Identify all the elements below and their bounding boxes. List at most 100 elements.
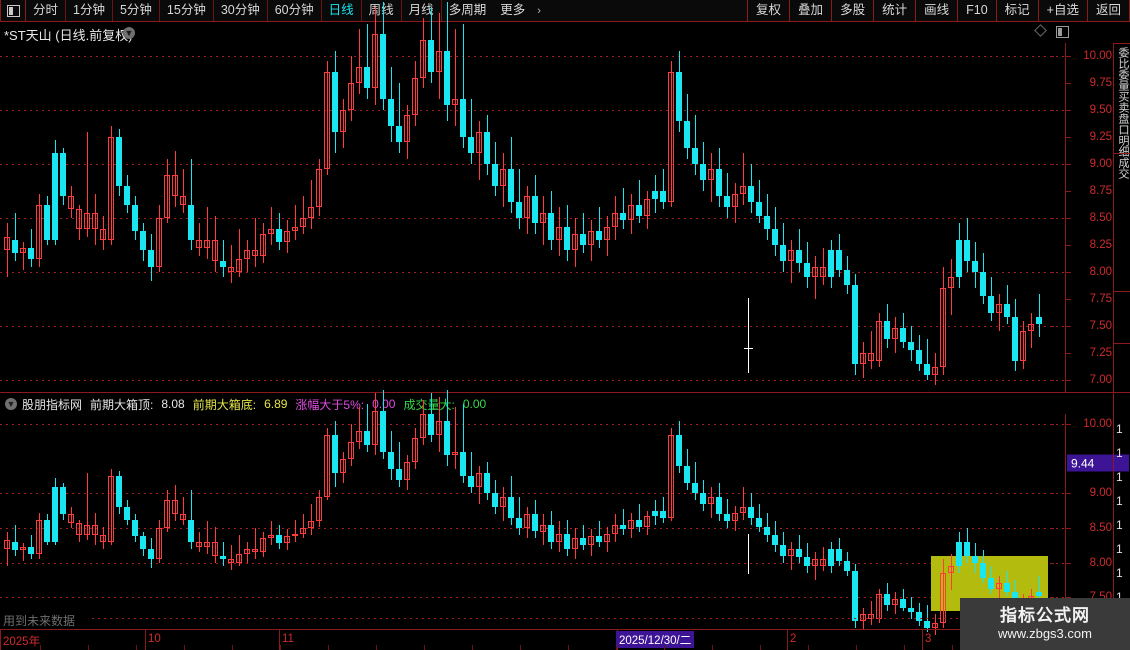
candle-wick (407, 455, 408, 491)
candle-body (348, 82, 354, 110)
candle-body (924, 621, 930, 629)
candle-body (580, 538, 586, 546)
candle-wick (311, 180, 312, 229)
candle-wick (175, 151, 176, 208)
candle-body (780, 245, 786, 262)
candle-body (516, 517, 522, 529)
candle-wick (199, 531, 200, 553)
candle-wick (623, 508, 624, 535)
date-minor-tick (520, 645, 521, 650)
candle-body (908, 342, 914, 350)
price-tick-label: 7.00 (1089, 374, 1112, 387)
indicator-header: ▼ 股朋指标网 前期大箱顶: 8.08 前期大箱底: 6.89 涨幅大于5%: … (0, 394, 1065, 414)
chevron-right-icon[interactable]: › (537, 4, 541, 17)
right-side-panel-strip[interactable]: 委比委量买卖盘口明细成交 1 1 1 1 1 1 1 1 (1113, 43, 1130, 611)
period-monthly[interactable]: 月线 (402, 0, 442, 21)
candle-body (876, 593, 882, 620)
candle-body (644, 515, 650, 527)
btn-add-watchlist[interactable]: +自选 (1037, 0, 1087, 21)
price-tick (1066, 272, 1071, 273)
candle-wick (727, 499, 728, 529)
btn-return[interactable]: 返回 (1086, 0, 1130, 21)
candle-wick (359, 407, 360, 449)
candle-body (68, 196, 74, 210)
btn-fuquan[interactable]: 复权 (747, 0, 789, 21)
candle-wick (287, 220, 288, 253)
period-weekly[interactable]: 周线 (362, 0, 402, 21)
period-fenshi[interactable]: 分时 (26, 0, 67, 21)
candle-body (588, 230, 594, 245)
candle-body (732, 512, 738, 522)
split-panel-icon (6, 4, 20, 17)
period-15min[interactable]: 15分钟 (160, 0, 214, 21)
sub-indicator-chart[interactable] (0, 389, 1065, 636)
price-tick-label: 10.00 (1083, 49, 1112, 62)
candle-body (492, 163, 498, 186)
candle-wick (727, 172, 728, 218)
candle-body (404, 462, 410, 480)
candle-wick (327, 427, 328, 501)
period-30min[interactable]: 30分钟 (214, 0, 268, 21)
btn-duogu[interactable]: 多股 (831, 0, 873, 21)
candle-body (780, 545, 786, 556)
candle-body (412, 438, 418, 463)
candle-body (356, 66, 362, 83)
candle-body (548, 212, 554, 240)
candle-body (844, 561, 850, 571)
period-5min[interactable]: 5分钟 (113, 0, 160, 21)
date-axis[interactable]: 2025年101112232025/12/30/二 (0, 629, 1130, 650)
candle-body (28, 248, 34, 260)
candle-wick (23, 241, 24, 270)
date-minor-tick (904, 645, 905, 650)
candle-body (788, 548, 794, 556)
price-tick (1066, 245, 1071, 246)
btn-tongji[interactable]: 统计 (873, 0, 915, 21)
sub-gridline (0, 493, 1065, 494)
indicator-toggle-icon[interactable]: ▼ (5, 398, 17, 410)
btn-f10[interactable]: F10 (957, 0, 996, 21)
candle-wick (175, 485, 176, 522)
period-label: 月线 (408, 3, 434, 18)
period-multi[interactable]: 多周期 (442, 0, 494, 21)
toolbar-spacer (546, 0, 747, 21)
split-panel-icon[interactable] (1056, 26, 1069, 38)
sub-price-tick (1066, 493, 1071, 495)
gridline (0, 380, 1065, 381)
btn-label: 画线 (924, 3, 950, 18)
candle-body (796, 548, 802, 558)
indicator-label-gain5: 涨幅大于5%: (295, 397, 365, 412)
candle-wick (895, 591, 896, 615)
layout-split-button[interactable] (0, 0, 26, 21)
candle-body (12, 541, 18, 551)
btn-biaoji[interactable]: 标记 (995, 0, 1038, 21)
candle-body (972, 555, 978, 563)
chevron-down-icon[interactable]: ▼ (123, 27, 135, 39)
candle-body (948, 566, 954, 573)
candle-wick (799, 228, 800, 272)
candle-wick (167, 490, 168, 532)
btn-huaxian[interactable]: 画线 (915, 0, 957, 21)
btn-diejia[interactable]: 叠加 (789, 0, 831, 21)
candle-body (116, 476, 122, 508)
candle-body (4, 540, 10, 549)
vertical-strip-divider (1114, 343, 1130, 344)
candle-body (516, 201, 522, 218)
main-candlestick-chart[interactable] (0, 1, 1065, 393)
candle-body (852, 570, 858, 622)
period-daily[interactable]: 日线 (322, 0, 362, 21)
gridline (0, 110, 1065, 111)
period-1min[interactable]: 1分钟 (66, 0, 113, 21)
vertical-panel-label: 委比委量买卖盘口明细成交 (1117, 47, 1129, 179)
period-60min[interactable]: 60分钟 (268, 0, 322, 21)
chart-title-row: *ST天山 (日线.前复权) ▼ (0, 22, 1130, 43)
candle-wick (183, 169, 184, 213)
period-label: 30分钟 (220, 3, 260, 18)
candle-body (124, 507, 130, 520)
candle-body (676, 72, 682, 121)
period-more[interactable]: 更多 (493, 0, 532, 21)
candle-body (60, 486, 66, 515)
candle-body (68, 514, 74, 523)
candle-body (420, 414, 426, 439)
candle-body (204, 541, 210, 548)
candle-body (44, 519, 50, 542)
